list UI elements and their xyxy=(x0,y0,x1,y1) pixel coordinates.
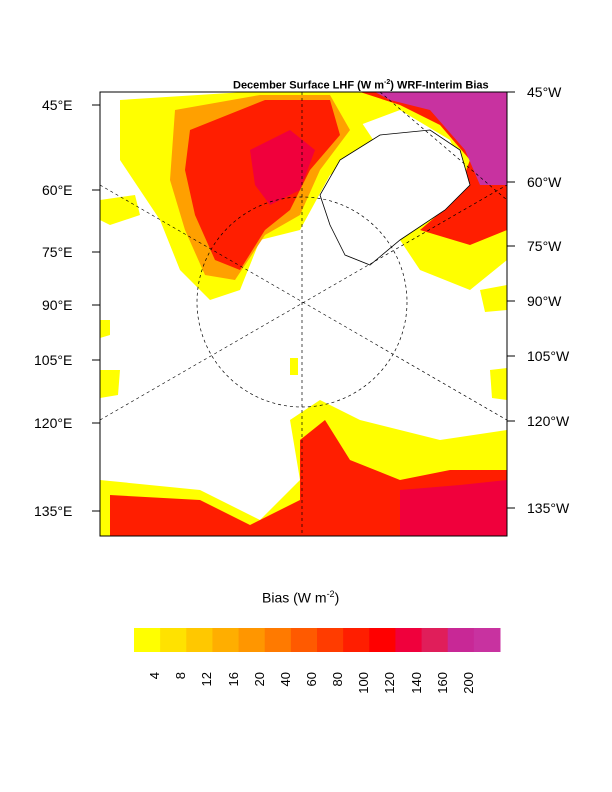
colorbar-tick-label: 20 xyxy=(251,672,267,687)
lat-label-left-3: 75°E xyxy=(42,244,73,260)
colorbar-swatch xyxy=(421,628,449,652)
colorbar-tick-label: 120 xyxy=(382,672,398,694)
colorbar-swatch xyxy=(317,628,344,652)
colorbar-tick-label: 80 xyxy=(330,672,346,687)
colorbar-swatch xyxy=(238,628,266,652)
colorbar-swatch xyxy=(212,628,240,652)
lat-label-left-4: 90°E xyxy=(42,297,73,313)
colorbar-tick-label: 200 xyxy=(460,672,476,694)
colorbar-tick-label: 60 xyxy=(304,672,319,687)
left-ticks xyxy=(92,104,100,512)
colorbar-swatch xyxy=(186,628,213,652)
bias-region-eurasia-deep xyxy=(250,130,315,205)
graticule xyxy=(100,92,507,536)
bias-patch-west3 xyxy=(100,370,120,398)
bias-patch-center xyxy=(290,358,298,375)
colorbar-swatch xyxy=(134,628,161,652)
lat-label-left-1: 45°E xyxy=(42,97,73,113)
lat-label-left-2: 60°E xyxy=(42,182,73,198)
colorbar-swatch xyxy=(290,628,318,652)
lat-label-left-6: 120°E xyxy=(34,415,73,431)
bias-region-pacific-deep xyxy=(400,480,507,536)
lat-label-left-7: 135°E xyxy=(34,503,73,519)
meridian-3 xyxy=(100,184,507,421)
bias-patch-east xyxy=(480,285,507,312)
bias-field xyxy=(100,92,507,536)
colorbar-swatch xyxy=(473,628,501,652)
lat-label-left-5: 105°E xyxy=(34,352,73,368)
lat-label-right-4: 90°W xyxy=(527,293,562,309)
meridian-4 xyxy=(379,92,507,201)
colorbar-title: Bias (W m-2) xyxy=(262,589,340,606)
greenland xyxy=(319,129,471,266)
bias-patch-west xyxy=(100,195,140,225)
lat-label-right-3: 75°W xyxy=(527,238,562,254)
colorbar-swatch xyxy=(160,628,187,652)
colorbar xyxy=(134,628,501,652)
colorbar-tick-label: 16 xyxy=(225,672,241,687)
colorbar-swatch xyxy=(395,628,423,652)
colorbar-swatch xyxy=(343,628,370,652)
bias-patch-east2 xyxy=(490,368,507,400)
lat-label-right-2: 60°W xyxy=(527,174,562,190)
lat-label-right-5: 105°W xyxy=(527,348,570,364)
colorbar-tick-label: 8 xyxy=(173,672,189,680)
colorbar-tick-label: 4 xyxy=(147,672,163,680)
colorbar-swatch xyxy=(369,628,396,652)
lat-label-right-7: 135°W xyxy=(527,500,570,516)
lat-label-right-1: 45°W xyxy=(527,84,562,100)
right-ticks xyxy=(507,91,515,509)
bias-region-atlantic-magenta xyxy=(375,92,507,185)
colorbar-tick-label: 12 xyxy=(199,672,215,687)
plot-frame xyxy=(99,91,508,537)
colorbar-tick-label: 40 xyxy=(277,672,293,687)
colorbar-tick-label: 140 xyxy=(408,672,424,694)
bias-patch-west2 xyxy=(100,320,110,338)
colorbar-tick-label: 160 xyxy=(434,672,450,694)
map-title: December Surface LHF (W m-2) WRF-Interim… xyxy=(233,79,489,92)
colorbar-tick-label: 100 xyxy=(356,672,372,694)
colorbar-swatch xyxy=(447,628,475,652)
lat-label-right-6: 120°W xyxy=(527,413,570,429)
colorbar-swatch xyxy=(264,628,292,652)
